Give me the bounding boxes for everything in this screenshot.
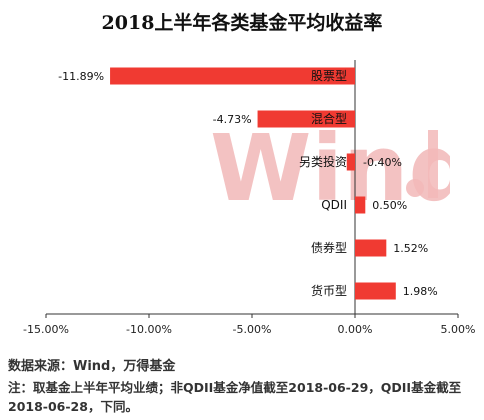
x-tick-label: -15.00%: [23, 323, 69, 336]
bar: [346, 153, 355, 171]
category-label: 股票型: [311, 69, 347, 83]
category-label: QDII: [321, 198, 347, 212]
data-label: -4.73%: [213, 113, 252, 126]
data-label: -0.40%: [363, 156, 402, 169]
data-label: 0.50%: [372, 199, 407, 212]
bar: [355, 196, 366, 214]
x-tick-label: -5.00%: [233, 323, 272, 336]
chart-title: 2018上半年各类基金平均收益率: [101, 12, 383, 34]
category-label: 货币型: [311, 283, 347, 298]
data-label: 1.98%: [403, 285, 438, 298]
bar: [355, 282, 396, 300]
bar: [355, 239, 387, 257]
category-label: 债券型: [311, 240, 347, 255]
x-tick-label: -10.00%: [126, 323, 172, 336]
x-tick-label: 0.00%: [338, 323, 373, 336]
category-label: 混合型: [311, 111, 347, 126]
data-source: 数据来源：Wind，万得基金: [8, 359, 176, 374]
category-label: 另类投资: [299, 154, 347, 169]
bar: [110, 67, 355, 85]
footnote: 注：取基金上半年平均业绩；非QDII基金净值截至2018-06-29，QDII基…: [8, 380, 462, 414]
bar-chart: -15.00% -10.00% -5.00% 0.00% 5.00% 股票型 -11.89%…: [23, 60, 476, 336]
x-tick-label: 5.00%: [441, 323, 476, 336]
bar: [257, 110, 355, 128]
data-label: 1.52%: [393, 242, 428, 255]
data-label: -11.89%: [58, 70, 104, 83]
